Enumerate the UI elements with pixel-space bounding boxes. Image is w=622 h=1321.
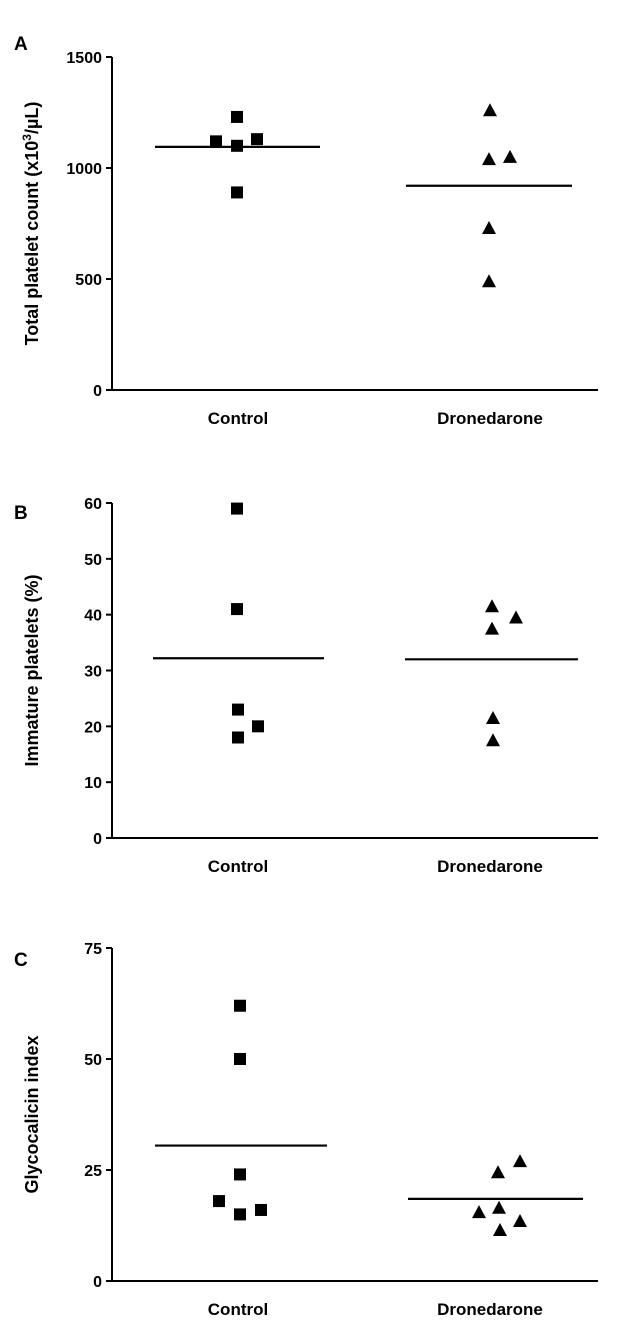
y-axis-label: Glycocalicin index — [22, 1035, 42, 1193]
data-point-triangle — [486, 733, 500, 747]
y-tick-label: 1000 — [66, 161, 102, 178]
y-tick-label: 20 — [84, 719, 102, 736]
data-point-triangle — [491, 1165, 505, 1179]
panel-b: B 0 10 20 30 40 50 60 Control Dronedarone Immature… — [14, 496, 598, 876]
data-point-square — [213, 1195, 225, 1208]
data-point-square — [231, 139, 243, 152]
data-point-triangle — [485, 621, 499, 635]
data-point-square — [255, 1203, 267, 1216]
y-tick-label: 60 — [84, 496, 102, 513]
data-point-triangle — [483, 103, 497, 117]
panel-a: A 0 500 1000 1500 Control Dronedarone Total pla… — [14, 34, 598, 428]
data-point-square — [231, 603, 243, 616]
data-point-triangle — [503, 149, 517, 163]
y-tick-label: 50 — [84, 552, 102, 569]
data-point-triangle — [492, 1200, 506, 1214]
data-point-triangle — [513, 1214, 527, 1228]
data-point-square — [231, 110, 243, 123]
y-tick-label: 40 — [84, 608, 102, 625]
data-point-triangle — [493, 1222, 507, 1236]
panel-letter: A — [14, 34, 28, 55]
data-point-square — [231, 186, 243, 199]
y-tick-label: 50 — [84, 1052, 102, 1069]
panel-c: C 0 25 50 75 Control Dronedarone Glycocalicin i… — [14, 941, 598, 1319]
y-axis-label: Total platelet count (x103/µL) — [20, 102, 42, 346]
panel-letter: C — [14, 950, 28, 971]
data-point-square — [234, 1168, 246, 1181]
x-tick-label: Control — [208, 1300, 268, 1319]
data-point-square — [232, 703, 244, 716]
data-point-square — [234, 999, 246, 1012]
data-point-triangle — [513, 1154, 527, 1168]
data-point-square — [251, 133, 263, 146]
x-tick-label: Dronedarone — [437, 409, 543, 428]
data-point-triangle — [482, 152, 496, 166]
data-point-triangle — [482, 274, 496, 288]
data-point-square — [210, 135, 222, 148]
y-tick-label: 1500 — [66, 50, 102, 67]
y-tick-label: 30 — [84, 664, 102, 681]
y-tick-label: 0 — [93, 831, 102, 848]
y-tick-label: 25 — [84, 1163, 102, 1180]
y-tick-label: 10 — [84, 775, 102, 792]
data-point-square — [234, 1053, 246, 1065]
y-tick-label: 500 — [75, 272, 102, 289]
data-point-triangle — [472, 1205, 486, 1219]
data-point-triangle — [509, 610, 523, 624]
y-axis-label: Immature platelets (%) — [22, 574, 42, 766]
y-tick-label: 0 — [93, 383, 102, 400]
data-point-square — [252, 720, 264, 733]
data-point-triangle — [486, 710, 500, 724]
x-tick-label: Dronedarone — [437, 1300, 543, 1319]
data-point-square — [234, 1208, 246, 1221]
y-tick-label: 0 — [93, 1274, 102, 1291]
x-tick-label: Control — [208, 409, 268, 428]
panel-letter: B — [14, 503, 28, 524]
x-tick-label: Control — [208, 857, 268, 876]
data-point-triangle — [482, 220, 496, 234]
data-point-square — [231, 502, 243, 515]
x-tick-label: Dronedarone — [437, 857, 543, 876]
data-point-triangle — [485, 599, 499, 613]
data-point-square — [232, 731, 244, 744]
y-tick-label: 75 — [84, 941, 102, 958]
